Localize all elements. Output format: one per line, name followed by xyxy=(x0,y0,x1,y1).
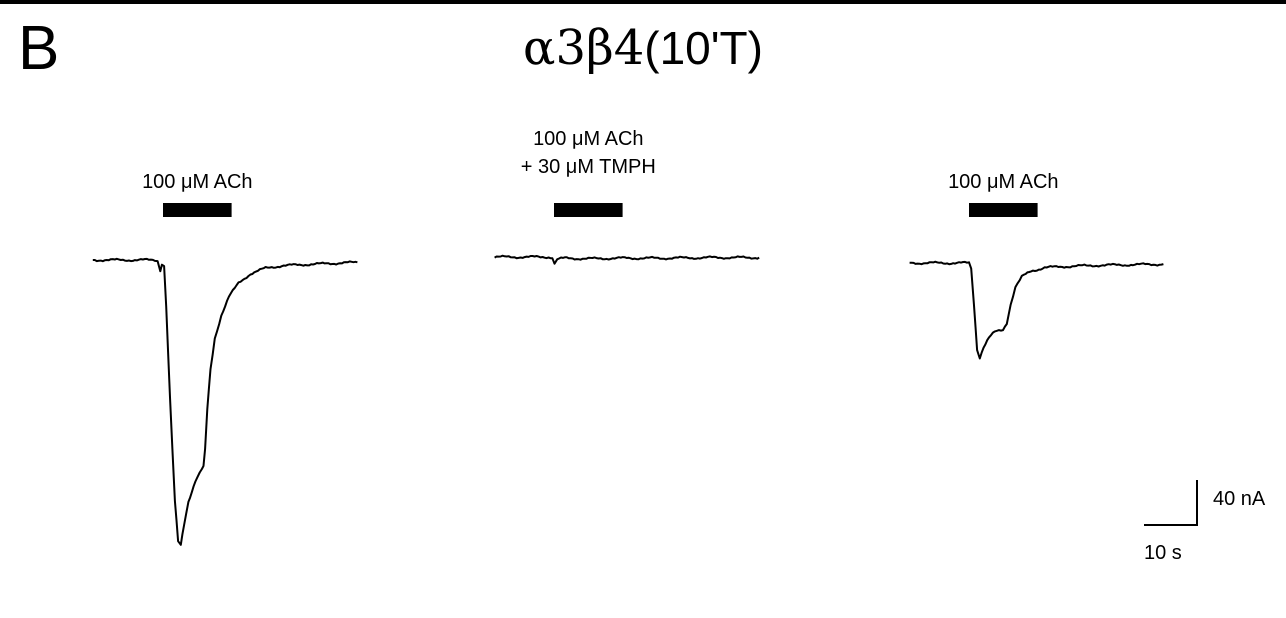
application-label: 100 μM ACh xyxy=(142,171,252,193)
title-tail: (10'T) xyxy=(644,22,763,74)
application-bar xyxy=(163,203,232,217)
current-trace xyxy=(494,254,760,265)
figure-title: α3β4(10'T) xyxy=(0,24,1286,72)
trace-panel-1: 100 μM ACh xyxy=(92,171,358,546)
trace-panel-3: 100 μM ACh xyxy=(909,171,1164,360)
current-trace xyxy=(909,260,1164,360)
application-label: 100 μM ACh xyxy=(948,171,1058,193)
title-main: α3β4 xyxy=(523,20,645,76)
trace-panel-2: 100 μM ACh + 30 μM TMPH xyxy=(494,128,760,265)
current-trace xyxy=(92,257,358,546)
application-label: 100 μM ACh xyxy=(533,128,643,150)
scale-bar-current-label: 40 nA xyxy=(1213,488,1266,510)
scale-bar-time-label: 10 s xyxy=(1144,542,1182,564)
application-label: + 30 μM TMPH xyxy=(521,156,656,178)
application-bar xyxy=(969,203,1038,217)
application-bar xyxy=(554,203,623,217)
panel-letter: B xyxy=(18,14,60,83)
top-border-rule xyxy=(0,0,1286,4)
scale-bar: 40 nA 10 s xyxy=(1144,480,1266,564)
